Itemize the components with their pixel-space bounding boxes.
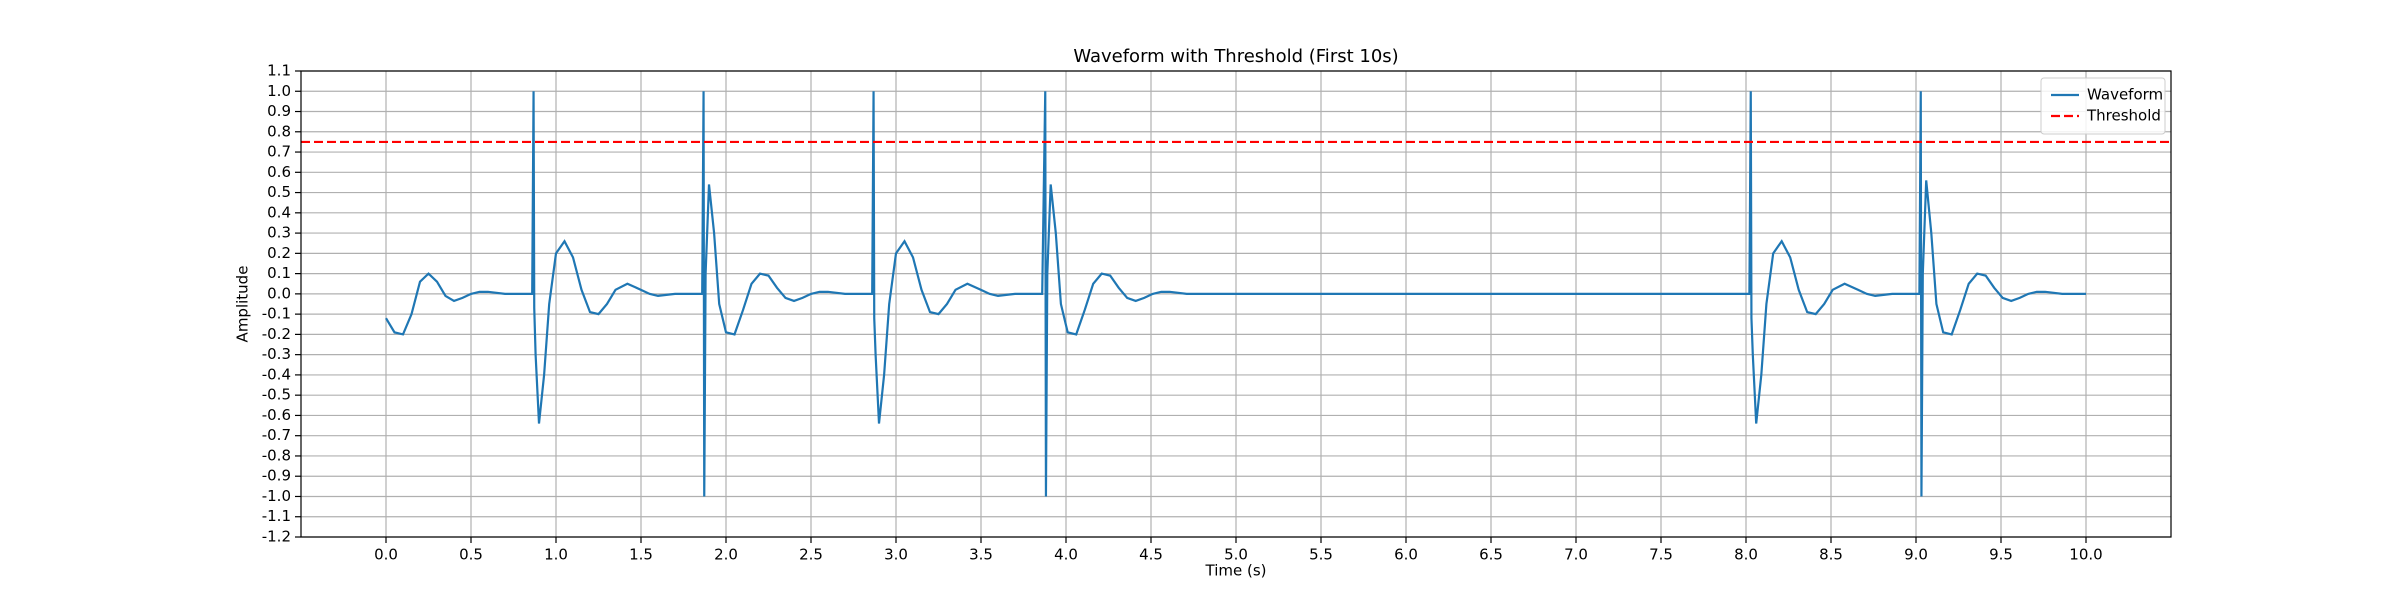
y-axis-label: Amplitude (234, 266, 252, 343)
x-tick-label: 6.5 (1479, 546, 1503, 564)
x-tick-label: 5.0 (1224, 546, 1248, 564)
y-tick-label: 0.7 (267, 143, 291, 161)
y-tick-label: -1.2 (262, 528, 291, 546)
axes-frame (300, 70, 2172, 538)
waveform-line (385, 91, 2086, 497)
y-tick-label: 1.0 (267, 82, 291, 100)
y-tick-label: -0.9 (262, 467, 291, 485)
x-tick-label: 4.0 (1054, 546, 1078, 564)
y-tick-label: 0.0 (267, 284, 291, 302)
y-tick-label: 0.1 (267, 264, 291, 282)
x-axis-label: Time (s) (1205, 562, 1267, 580)
x-tick-label: 3.5 (969, 546, 993, 564)
x-tick-label: 4.5 (1139, 546, 1163, 564)
x-tick-label: 7.5 (1649, 546, 1673, 564)
x-tick-label: 9.0 (1904, 546, 1928, 564)
x-tick-label: 8.0 (1734, 546, 1758, 564)
x-tick-label: 6.0 (1394, 546, 1418, 564)
y-tick-label: 0.5 (267, 183, 291, 201)
y-tick-label: -0.7 (262, 426, 291, 444)
legend-label: Threshold (2086, 107, 2161, 125)
chart-title: Waveform with Threshold (First 10s) (1073, 46, 1398, 67)
y-tick-label: 0.9 (267, 102, 291, 120)
y-tick-label: 0.8 (267, 122, 291, 140)
y-tick-label: -0.5 (262, 386, 291, 404)
y-tick-label: 0.2 (267, 244, 291, 262)
x-tick-label: 1.5 (629, 546, 653, 564)
x-tick-label: 2.5 (799, 546, 823, 564)
y-tick-label: -1.0 (262, 487, 291, 505)
y-tick-label: 0.4 (267, 203, 291, 221)
legend-box (2040, 77, 2166, 135)
y-tick-label: -0.1 (262, 305, 291, 323)
y-tick-label: -1.1 (262, 507, 291, 525)
x-tick-label: 10.0 (2069, 546, 2102, 564)
y-tick-label: -0.4 (262, 365, 291, 383)
x-tick-label: 2.0 (714, 546, 738, 564)
x-tick-label: 3.0 (884, 546, 908, 564)
x-tick-label: 8.5 (1819, 546, 1843, 564)
legend: Waveform Threshold (2040, 77, 2166, 135)
y-tick-label: -0.3 (262, 345, 291, 363)
x-tick-label: 5.5 (1309, 546, 1333, 564)
y-tick-label: -0.8 (262, 446, 291, 464)
x-tick-label: 7.0 (1564, 546, 1588, 564)
x-tick-label: 0.5 (459, 546, 483, 564)
y-tick-label: -0.6 (262, 406, 291, 424)
y-tick-label: 0.3 (267, 224, 291, 242)
x-tick-label: 9.5 (1989, 546, 2013, 564)
y-tick-label: 1.1 (267, 62, 291, 80)
x-tick-label: 1.0 (544, 546, 568, 564)
x-tick-label: 0.0 (374, 546, 398, 564)
legend-label: Waveform (2087, 86, 2163, 104)
y-tick-label: -0.2 (262, 325, 291, 343)
y-tick-label: 0.6 (267, 163, 291, 181)
